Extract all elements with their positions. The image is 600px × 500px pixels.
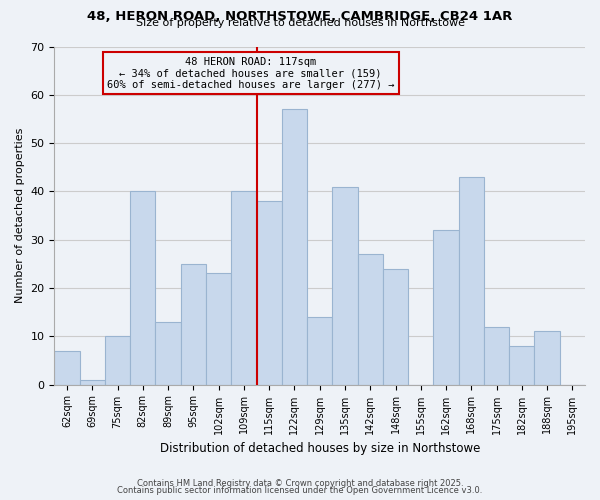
Bar bbox=[458, 177, 484, 384]
Y-axis label: Number of detached properties: Number of detached properties bbox=[15, 128, 25, 303]
Bar bbox=[80, 380, 105, 384]
Bar bbox=[105, 336, 130, 384]
Bar bbox=[155, 322, 181, 384]
Text: Contains HM Land Registry data © Crown copyright and database right 2025.: Contains HM Land Registry data © Crown c… bbox=[137, 478, 463, 488]
Bar bbox=[130, 192, 155, 384]
Bar bbox=[231, 192, 257, 384]
Bar bbox=[206, 274, 231, 384]
Bar bbox=[484, 326, 509, 384]
Bar bbox=[181, 264, 206, 384]
Text: 48 HERON ROAD: 117sqm
← 34% of detached houses are smaller (159)
60% of semi-det: 48 HERON ROAD: 117sqm ← 34% of detached … bbox=[107, 56, 394, 90]
X-axis label: Distribution of detached houses by size in Northstowe: Distribution of detached houses by size … bbox=[160, 442, 480, 455]
Bar bbox=[433, 230, 458, 384]
Bar bbox=[257, 201, 282, 384]
Bar bbox=[509, 346, 535, 385]
Bar bbox=[55, 351, 80, 384]
Bar bbox=[383, 268, 408, 384]
Bar bbox=[332, 186, 358, 384]
Text: 48, HERON ROAD, NORTHSTOWE, CAMBRIDGE, CB24 1AR: 48, HERON ROAD, NORTHSTOWE, CAMBRIDGE, C… bbox=[88, 10, 512, 23]
Text: Size of property relative to detached houses in Northstowe: Size of property relative to detached ho… bbox=[136, 18, 464, 28]
Bar bbox=[358, 254, 383, 384]
Bar bbox=[535, 332, 560, 384]
Bar bbox=[307, 317, 332, 384]
Bar bbox=[282, 110, 307, 384]
Text: Contains public sector information licensed under the Open Government Licence v3: Contains public sector information licen… bbox=[118, 486, 482, 495]
